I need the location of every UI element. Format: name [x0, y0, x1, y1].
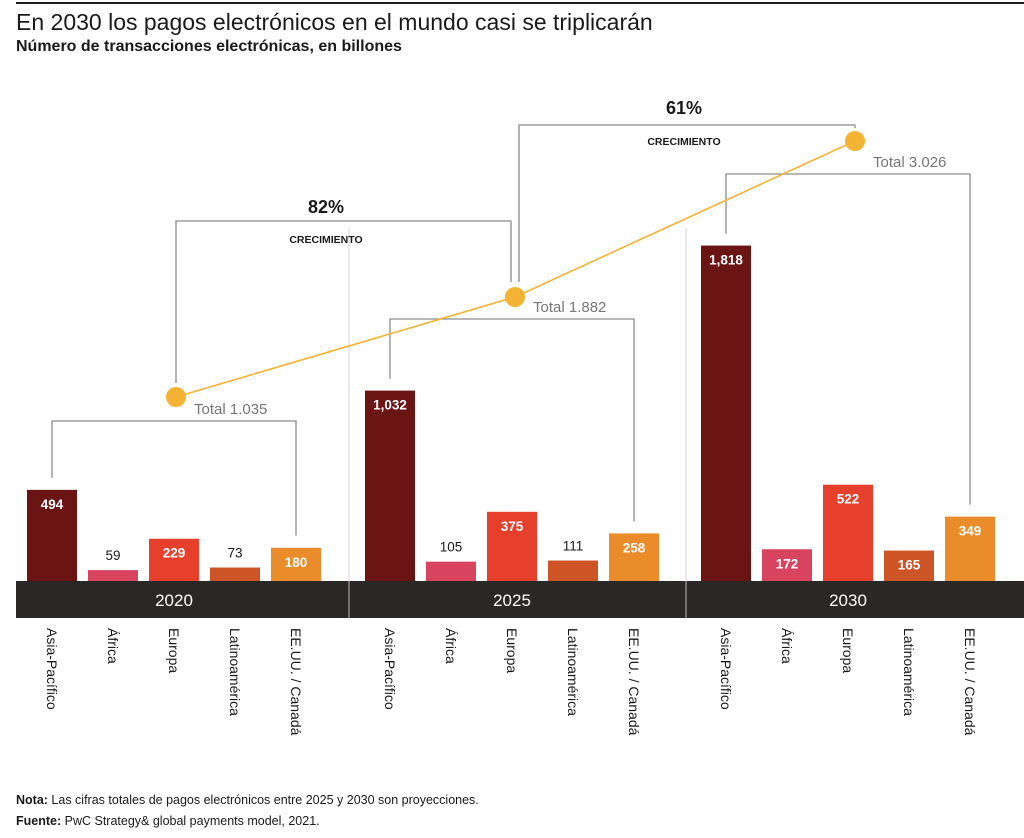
source-label: Fuente: [16, 814, 62, 828]
bar [823, 484, 873, 581]
category-label: África [779, 628, 795, 664]
growth-bracket [175, 220, 512, 383]
bar-value-label: 1,818 [709, 253, 743, 268]
bar-value-label: 522 [837, 492, 860, 507]
category-label: EE.UU. / Canadá [626, 628, 642, 736]
total-label: Total 1.882 [533, 299, 606, 316]
bar [365, 390, 415, 581]
bar [701, 245, 751, 582]
bar-value-label: 111 [563, 539, 584, 554]
bar-value-label: 494 [41, 497, 64, 512]
bar-value-label: 59 [105, 548, 120, 563]
bar [88, 570, 138, 581]
bar-value-label: 180 [285, 555, 308, 570]
category-label: Latinoamérica [227, 628, 243, 716]
growth-label: CRECIMIENTO [647, 136, 720, 148]
year-band [16, 581, 1024, 618]
bar [271, 547, 321, 581]
growth-value: 82% [308, 197, 344, 217]
year-label: 2020 [155, 591, 193, 610]
growth-value: 61% [666, 98, 702, 118]
bar [149, 538, 199, 581]
top-rule [16, 2, 1024, 4]
category-label: Europa [166, 628, 182, 673]
bar [487, 511, 537, 581]
bar [27, 489, 77, 581]
total-bracket [51, 420, 297, 536]
source: Fuente: PwC Strategy& global payments mo… [16, 813, 320, 829]
bar [426, 561, 476, 581]
bar-value-label: 375 [501, 519, 524, 534]
category-label: Europa [840, 628, 856, 673]
note-text: Las cifras totales de pagos electrónicos… [47, 793, 479, 807]
bar [609, 533, 659, 581]
category-label: Asia-Pacífico [44, 628, 60, 710]
total-point [845, 131, 865, 151]
chart-title: En 2030 los pagos electrónicos en el mun… [16, 9, 653, 35]
category-label: EE.UU. / Canadá [288, 628, 304, 736]
bar-value-label: 1,032 [373, 398, 407, 413]
category-label: Asia-Pacífico [382, 628, 398, 710]
bar-value-label: 229 [163, 546, 186, 561]
bar-value-label: 105 [440, 540, 463, 555]
bar-value-label: 73 [227, 546, 242, 561]
chart-subtitle: Número de transacciones electrónicas, en… [16, 38, 402, 55]
category-label: Europa [504, 628, 520, 673]
category-label: EE.UU. / Canadá [962, 628, 978, 736]
category-label: África [105, 628, 121, 664]
bar [548, 560, 598, 581]
category-label: África [443, 628, 459, 664]
total-bracket [389, 318, 635, 522]
bar [210, 567, 260, 581]
note-label: Nota: [16, 793, 48, 807]
note: Nota: Las cifras totales de pagos electr… [16, 792, 479, 808]
bar [945, 516, 995, 581]
bar [762, 549, 812, 581]
total-label: Total 1.035 [194, 401, 267, 418]
growth-label: CRECIMIENTO [289, 234, 362, 246]
category-label: Latinoamérica [565, 628, 581, 716]
bar-value-label: 258 [623, 540, 646, 555]
total-bracket [725, 173, 971, 505]
chart: 494 59 229 73 180 1,032 105 375 111 258 1,818 172 52… [16, 98, 1024, 736]
total-trend-line [175, 140, 856, 398]
bar [884, 550, 934, 581]
total-point [166, 387, 186, 407]
category-label: Latinoamérica [901, 628, 917, 716]
year-label: 2025 [493, 591, 531, 610]
bar-value-label: 172 [776, 556, 799, 571]
growth-bracket [518, 124, 856, 282]
source-text: PwC Strategy& global payments model, 202… [61, 814, 320, 828]
year-label: 2030 [829, 591, 867, 610]
bar-value-label: 165 [898, 558, 921, 573]
category-label: Asia-Pacífico [718, 628, 734, 710]
total-label: Total 3.026 [873, 154, 946, 171]
total-point [505, 287, 525, 307]
bar-value-label: 349 [959, 524, 982, 539]
